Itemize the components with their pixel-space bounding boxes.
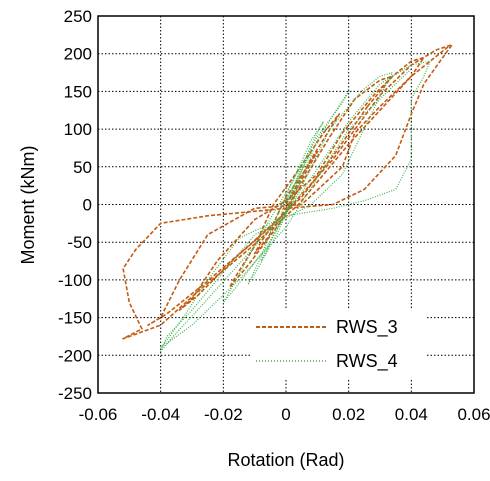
tick-labels: -0.06 -0.04 -0.02 0 0.02 0.04 0.06 -250 -200 -150… [58,7,490,424]
legend-box [250,308,426,380]
series-line-loop [147,56,425,326]
y-tick-label: -150 [58,309,92,328]
series-line-loop [122,43,453,340]
legend: RWS_3 RWS_4 [250,308,426,380]
y-tick-label: 0 [83,196,92,215]
series-line-loop [160,60,431,349]
x-tick-label: -0.04 [141,405,180,424]
y-axis-title: Moment (kNm) [18,145,38,264]
y-tick-label: 50 [73,158,92,177]
series-line-loop [247,121,325,285]
series-line-loop [222,90,350,304]
y-tick-label: 150 [64,82,92,101]
series-line-loop [260,151,312,262]
y-tick-label: -250 [58,384,92,403]
y-tick-label: 100 [64,120,92,139]
y-tick-label: -100 [58,271,92,290]
x-tick-label: 0 [281,405,290,424]
y-tick-label: -200 [58,346,92,365]
legend-label-rws-3: RWS_3 [336,317,398,338]
y-tick-label: 200 [64,45,92,64]
x-axis-title: Rotation (Rad) [227,450,344,470]
x-tick-label: -0.02 [204,405,243,424]
x-tick-label: 0.04 [395,405,428,424]
x-tick-label: 0.06 [457,405,490,424]
y-tick-label: -50 [67,233,92,252]
x-tick-label: -0.06 [79,405,118,424]
x-tick-label: 0.02 [332,405,365,424]
series-group [122,43,453,353]
series-rws-4 [160,60,431,353]
plot-frame [97,15,475,394]
legend-label-rws-4: RWS_4 [336,351,398,372]
y-tick-label: 250 [64,7,92,26]
